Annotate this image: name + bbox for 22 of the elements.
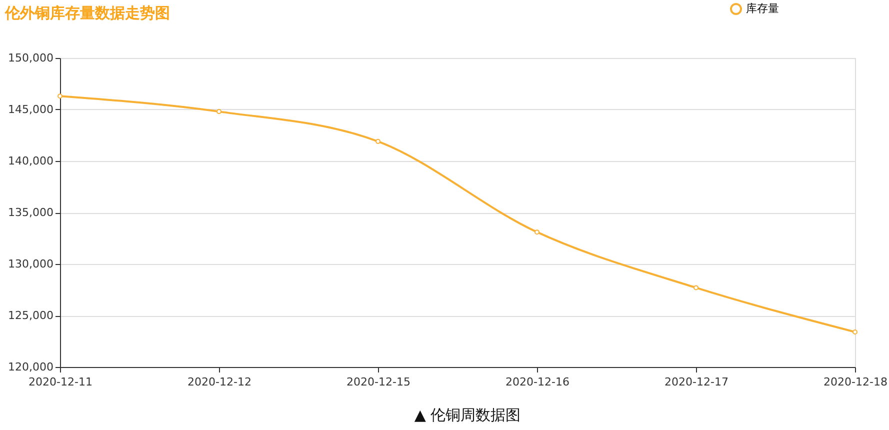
point [58,94,62,99]
y-tick-label: 140,000 [8,154,54,168]
y-tick-label: 120,000 [8,360,54,374]
point [694,285,698,290]
x-tick-label: 2020-12-16 [506,376,570,388]
legend-label: 库存量 [746,2,779,15]
chart-title: 伦外铜库存量数据走势图 [4,4,170,22]
point [534,230,540,235]
x-tick-label: 2020-12-12 [188,376,252,388]
y-tick-label: 130,000 [8,258,54,270]
x-tick-label: 2020-12-15 [346,376,410,388]
y-tick-label: 125,000 [8,309,54,322]
x-tick-label: 2020-12-18 [824,376,888,388]
y-tick-label: 145,000 [8,103,54,116]
point [852,329,858,334]
x-tick-label: 2020-12-17 [664,376,728,388]
y-tick-label: 135,000 [8,206,54,219]
point [376,138,380,144]
text: ▲ 伦铜周数据图 [414,406,521,424]
y-tick-label: 150,000 [8,52,54,64]
x-tick-label: 2020-12-11 [28,376,92,388]
point [216,109,222,114]
